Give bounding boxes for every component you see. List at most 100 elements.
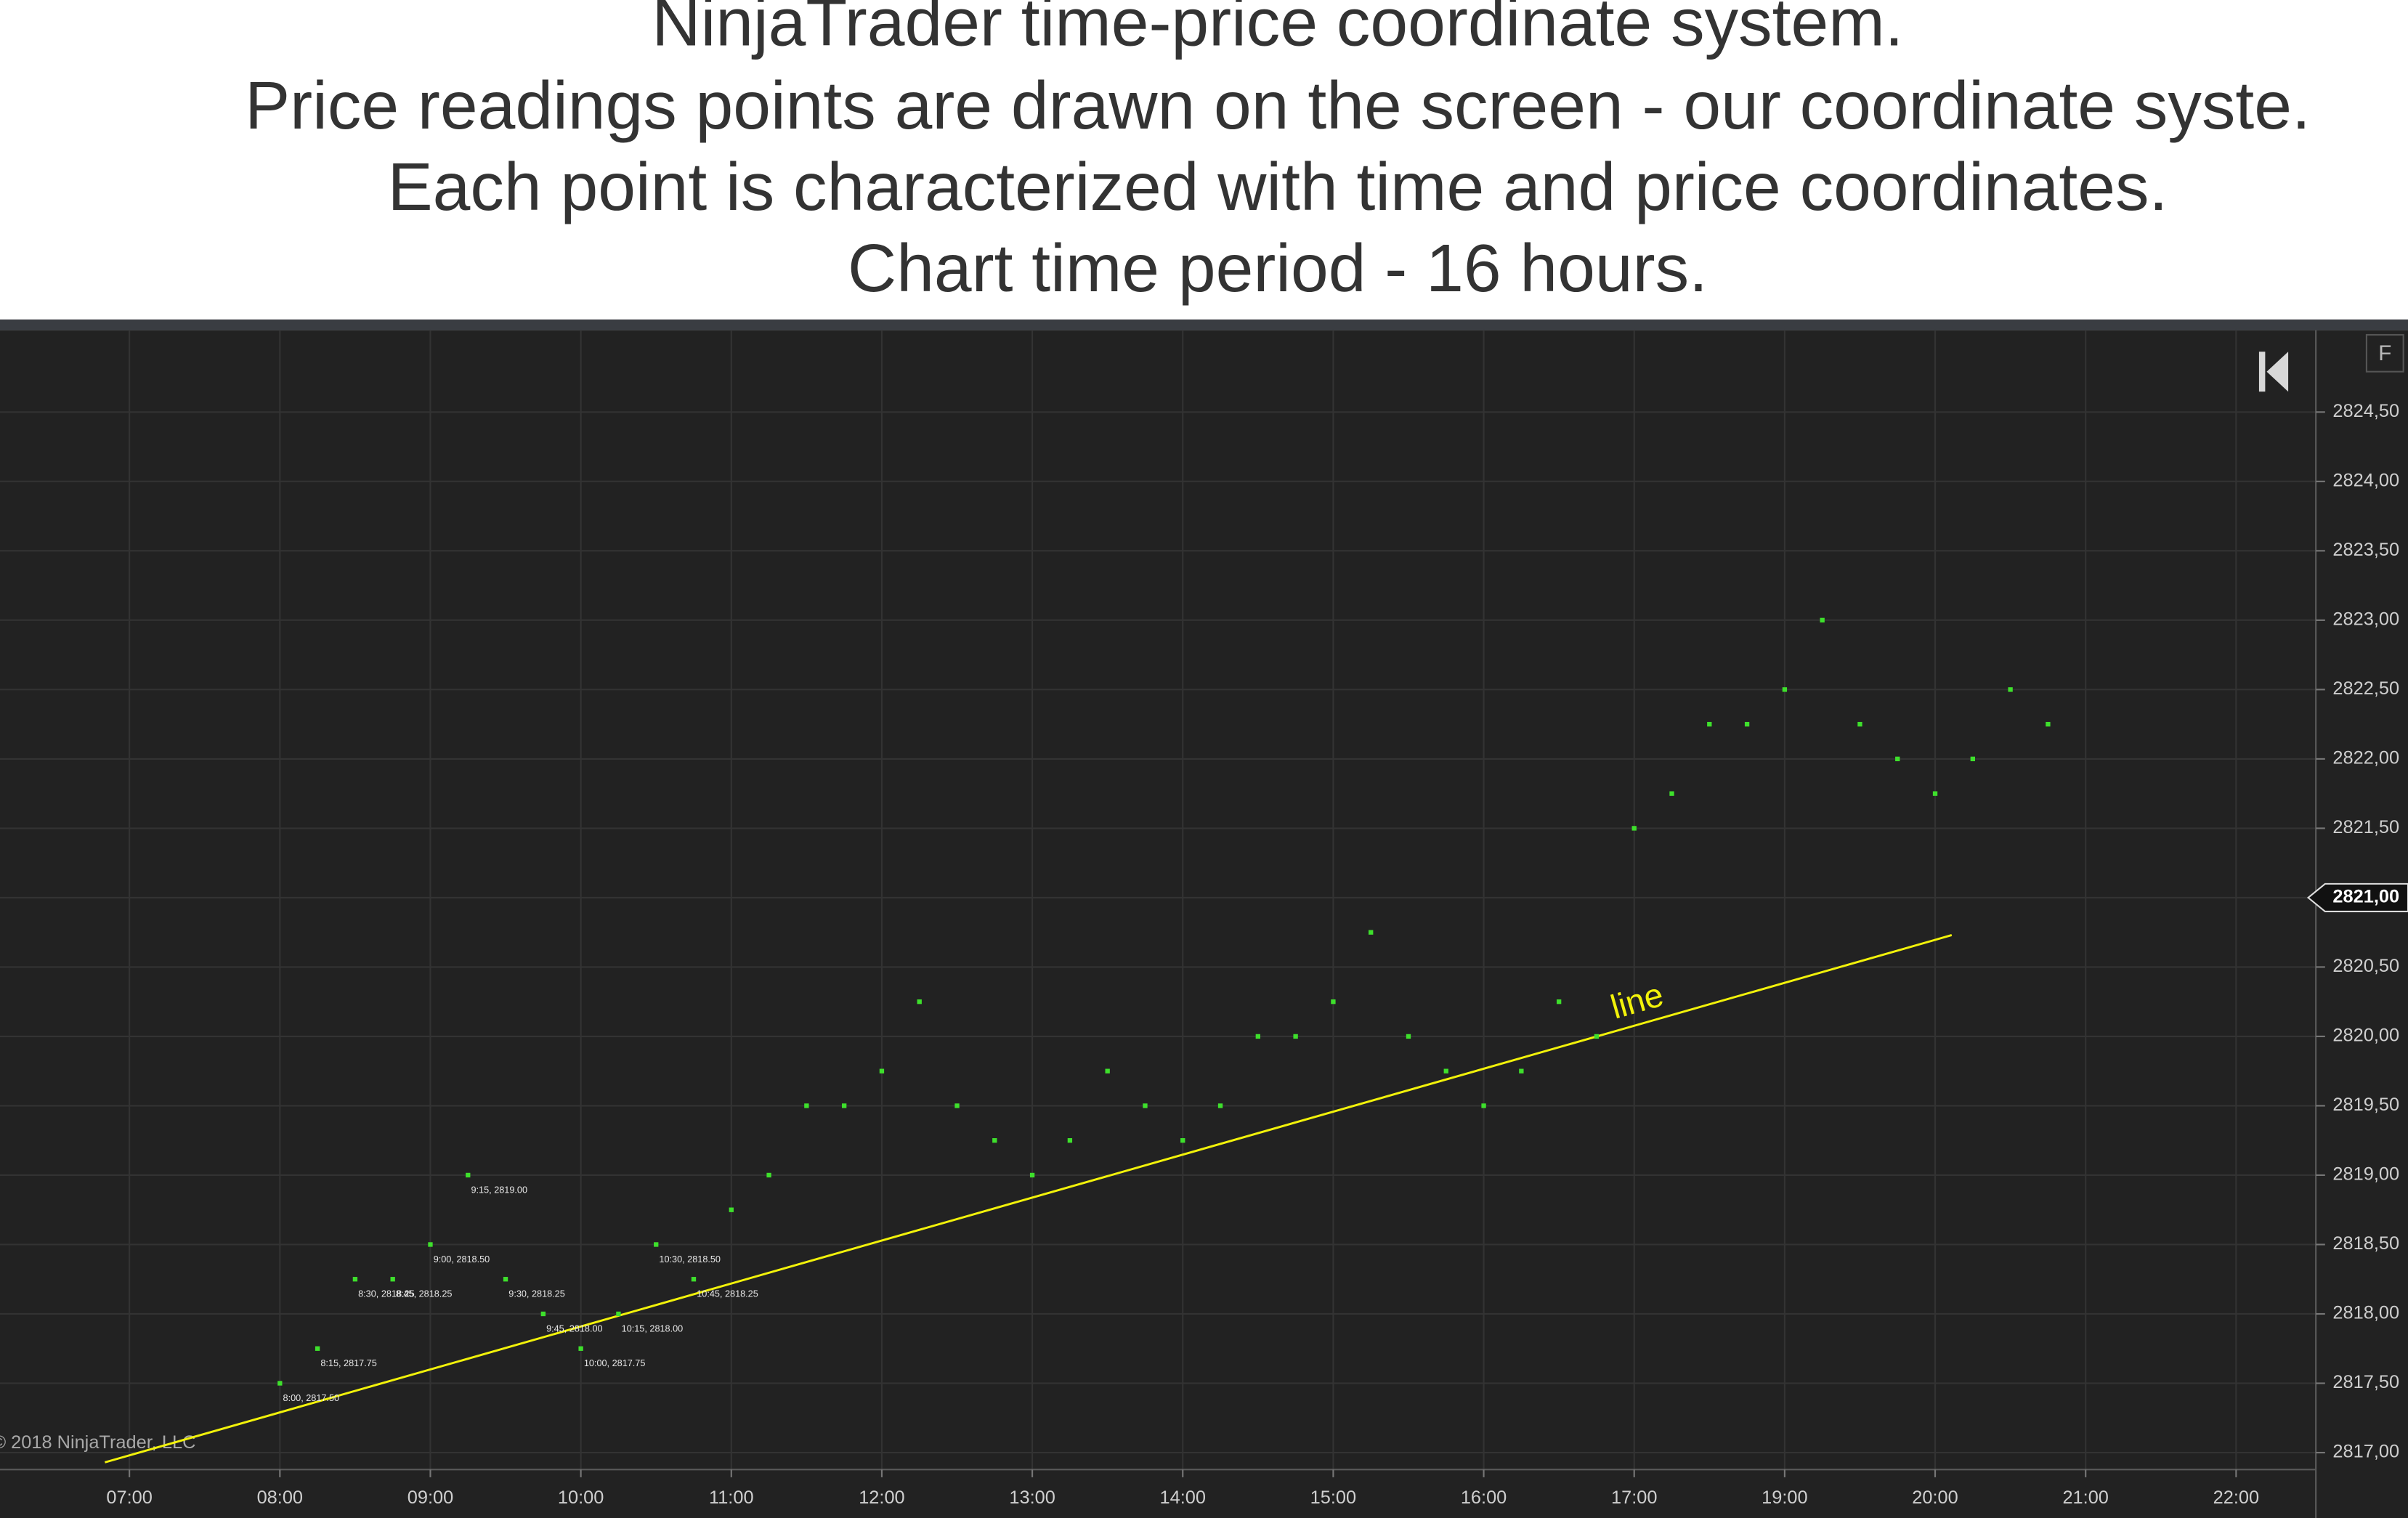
price-point <box>1519 1068 1524 1073</box>
title-line: Chart time period - 16 hours. <box>848 230 1708 306</box>
price-point <box>578 1346 583 1351</box>
price-point <box>691 1277 697 1282</box>
y-tick-label: 2818,00 <box>2332 1303 2399 1323</box>
price-point <box>1255 1034 1261 1039</box>
price-point <box>879 1068 885 1073</box>
price-point <box>1594 1034 1600 1039</box>
price-point <box>654 1242 659 1247</box>
data-label: 9:45, 2818.00 <box>546 1323 603 1334</box>
price-point <box>1707 721 1712 727</box>
x-tick-label: 07:00 <box>106 1487 152 1508</box>
price-point <box>1105 1068 1110 1073</box>
data-label: 8:45, 2818.25 <box>396 1289 453 1299</box>
y-tick-label: 2822,50 <box>2332 678 2399 699</box>
x-tick-label: 09:00 <box>408 1487 453 1508</box>
price-point <box>503 1277 508 1282</box>
price-point <box>1556 999 1562 1004</box>
x-tick-label: 22:00 <box>2213 1487 2259 1508</box>
trend-line <box>104 934 1953 1464</box>
y-tick-label: 2821,50 <box>2332 817 2399 837</box>
data-label: 8:00, 2817.50 <box>283 1393 340 1403</box>
data-label: 8:15, 2817.75 <box>320 1358 377 1368</box>
x-tick-label: 14:00 <box>1160 1487 1206 1508</box>
price-point <box>804 1103 809 1108</box>
x-tick-label: 10:00 <box>558 1487 604 1508</box>
header-background <box>0 0 2408 320</box>
price-point <box>1895 756 1900 762</box>
data-label: 10:00, 2817.75 <box>584 1358 646 1368</box>
panel-button-label: F <box>2378 341 2391 365</box>
price-point <box>1180 1138 1185 1143</box>
price-point <box>766 1172 771 1178</box>
y-tick-label: 2823,50 <box>2332 540 2399 560</box>
y-tick-label: 2820,00 <box>2332 1026 2399 1046</box>
x-tick-label: 17:00 <box>1611 1487 1657 1508</box>
toolbar-edge <box>0 319 2408 330</box>
copyright: © 2018 NinjaTrader, LLC <box>0 1432 195 1453</box>
price-point <box>1331 999 1336 1004</box>
price-point <box>466 1172 471 1178</box>
y-tick-label: 2824,00 <box>2332 471 2399 491</box>
price-point <box>1481 1103 1486 1108</box>
panel-button[interactable]: F <box>2365 333 2404 373</box>
panel-button-box <box>2365 333 2404 373</box>
price-point <box>540 1311 546 1317</box>
price-point <box>992 1138 997 1143</box>
x-tick-label: 20:00 <box>1912 1487 1958 1508</box>
title-line: Price readings points are drawn on the s… <box>245 68 2311 143</box>
price-point <box>841 1103 847 1108</box>
x-tick-label: 19:00 <box>1762 1487 1807 1508</box>
title-line: Each point is characterized with time an… <box>388 149 2168 224</box>
y-tick-label: 2824,50 <box>2332 401 2399 421</box>
data-label: 9:15, 2819.00 <box>471 1185 527 1195</box>
title-line: NinjaTrader time-price coordinate system… <box>652 0 1903 60</box>
data-label: 10:15, 2818.00 <box>622 1323 684 1334</box>
price-point <box>1443 1068 1448 1073</box>
scroll-end-arrow <box>2266 352 2289 392</box>
x-tick-label: 16:00 <box>1461 1487 1507 1508</box>
price-point <box>616 1311 621 1317</box>
data-label: 10:30, 2818.50 <box>659 1254 721 1265</box>
y-tick-label: 2817,50 <box>2332 1372 2399 1392</box>
y-tick-label: 2820,50 <box>2332 956 2399 976</box>
current-price-label: 2821,00 <box>2332 887 2399 907</box>
x-tick-label: 15:00 <box>1310 1487 1356 1508</box>
price-point <box>954 1103 960 1108</box>
data-label: 10:45, 2818.25 <box>697 1289 758 1299</box>
price-point <box>1217 1103 1223 1108</box>
price-point <box>917 999 922 1004</box>
price-point <box>315 1346 320 1351</box>
scroll-end-bar <box>2258 352 2266 392</box>
y-tick-label: 2819,50 <box>2332 1095 2399 1115</box>
price-point <box>1932 791 1938 796</box>
data-label: 9:30, 2818.25 <box>508 1289 565 1299</box>
price-point <box>1631 826 1637 831</box>
price-point <box>1067 1138 1073 1143</box>
y-tick-label: 2818,50 <box>2332 1233 2399 1254</box>
chart-background <box>0 330 2408 1518</box>
y-tick-label: 2819,00 <box>2332 1164 2399 1185</box>
price-point <box>1782 687 1788 692</box>
price-point <box>1857 721 1862 727</box>
scroll-end-button[interactable] <box>2258 352 2289 392</box>
price-point <box>1143 1103 1148 1108</box>
data-label: 8:30, 2818.25 <box>358 1289 415 1299</box>
x-tick-label: 11:00 <box>709 1487 754 1508</box>
price-point <box>1406 1034 1411 1039</box>
price-point <box>1820 617 1825 623</box>
price-point <box>1669 791 1674 796</box>
y-tick-label: 2823,00 <box>2332 609 2399 630</box>
x-tick-label: 13:00 <box>1009 1487 1055 1508</box>
x-tick-label: 12:00 <box>859 1487 904 1508</box>
price-point <box>1029 1172 1035 1178</box>
y-tick-label: 2817,00 <box>2332 1442 2399 1462</box>
price-point <box>1970 756 1976 762</box>
x-tick-label: 21:00 <box>2062 1487 2108 1508</box>
price-point <box>729 1207 734 1212</box>
price-point <box>428 1242 433 1247</box>
price-point <box>2046 721 2051 727</box>
x-tick-label: 08:00 <box>257 1487 303 1508</box>
